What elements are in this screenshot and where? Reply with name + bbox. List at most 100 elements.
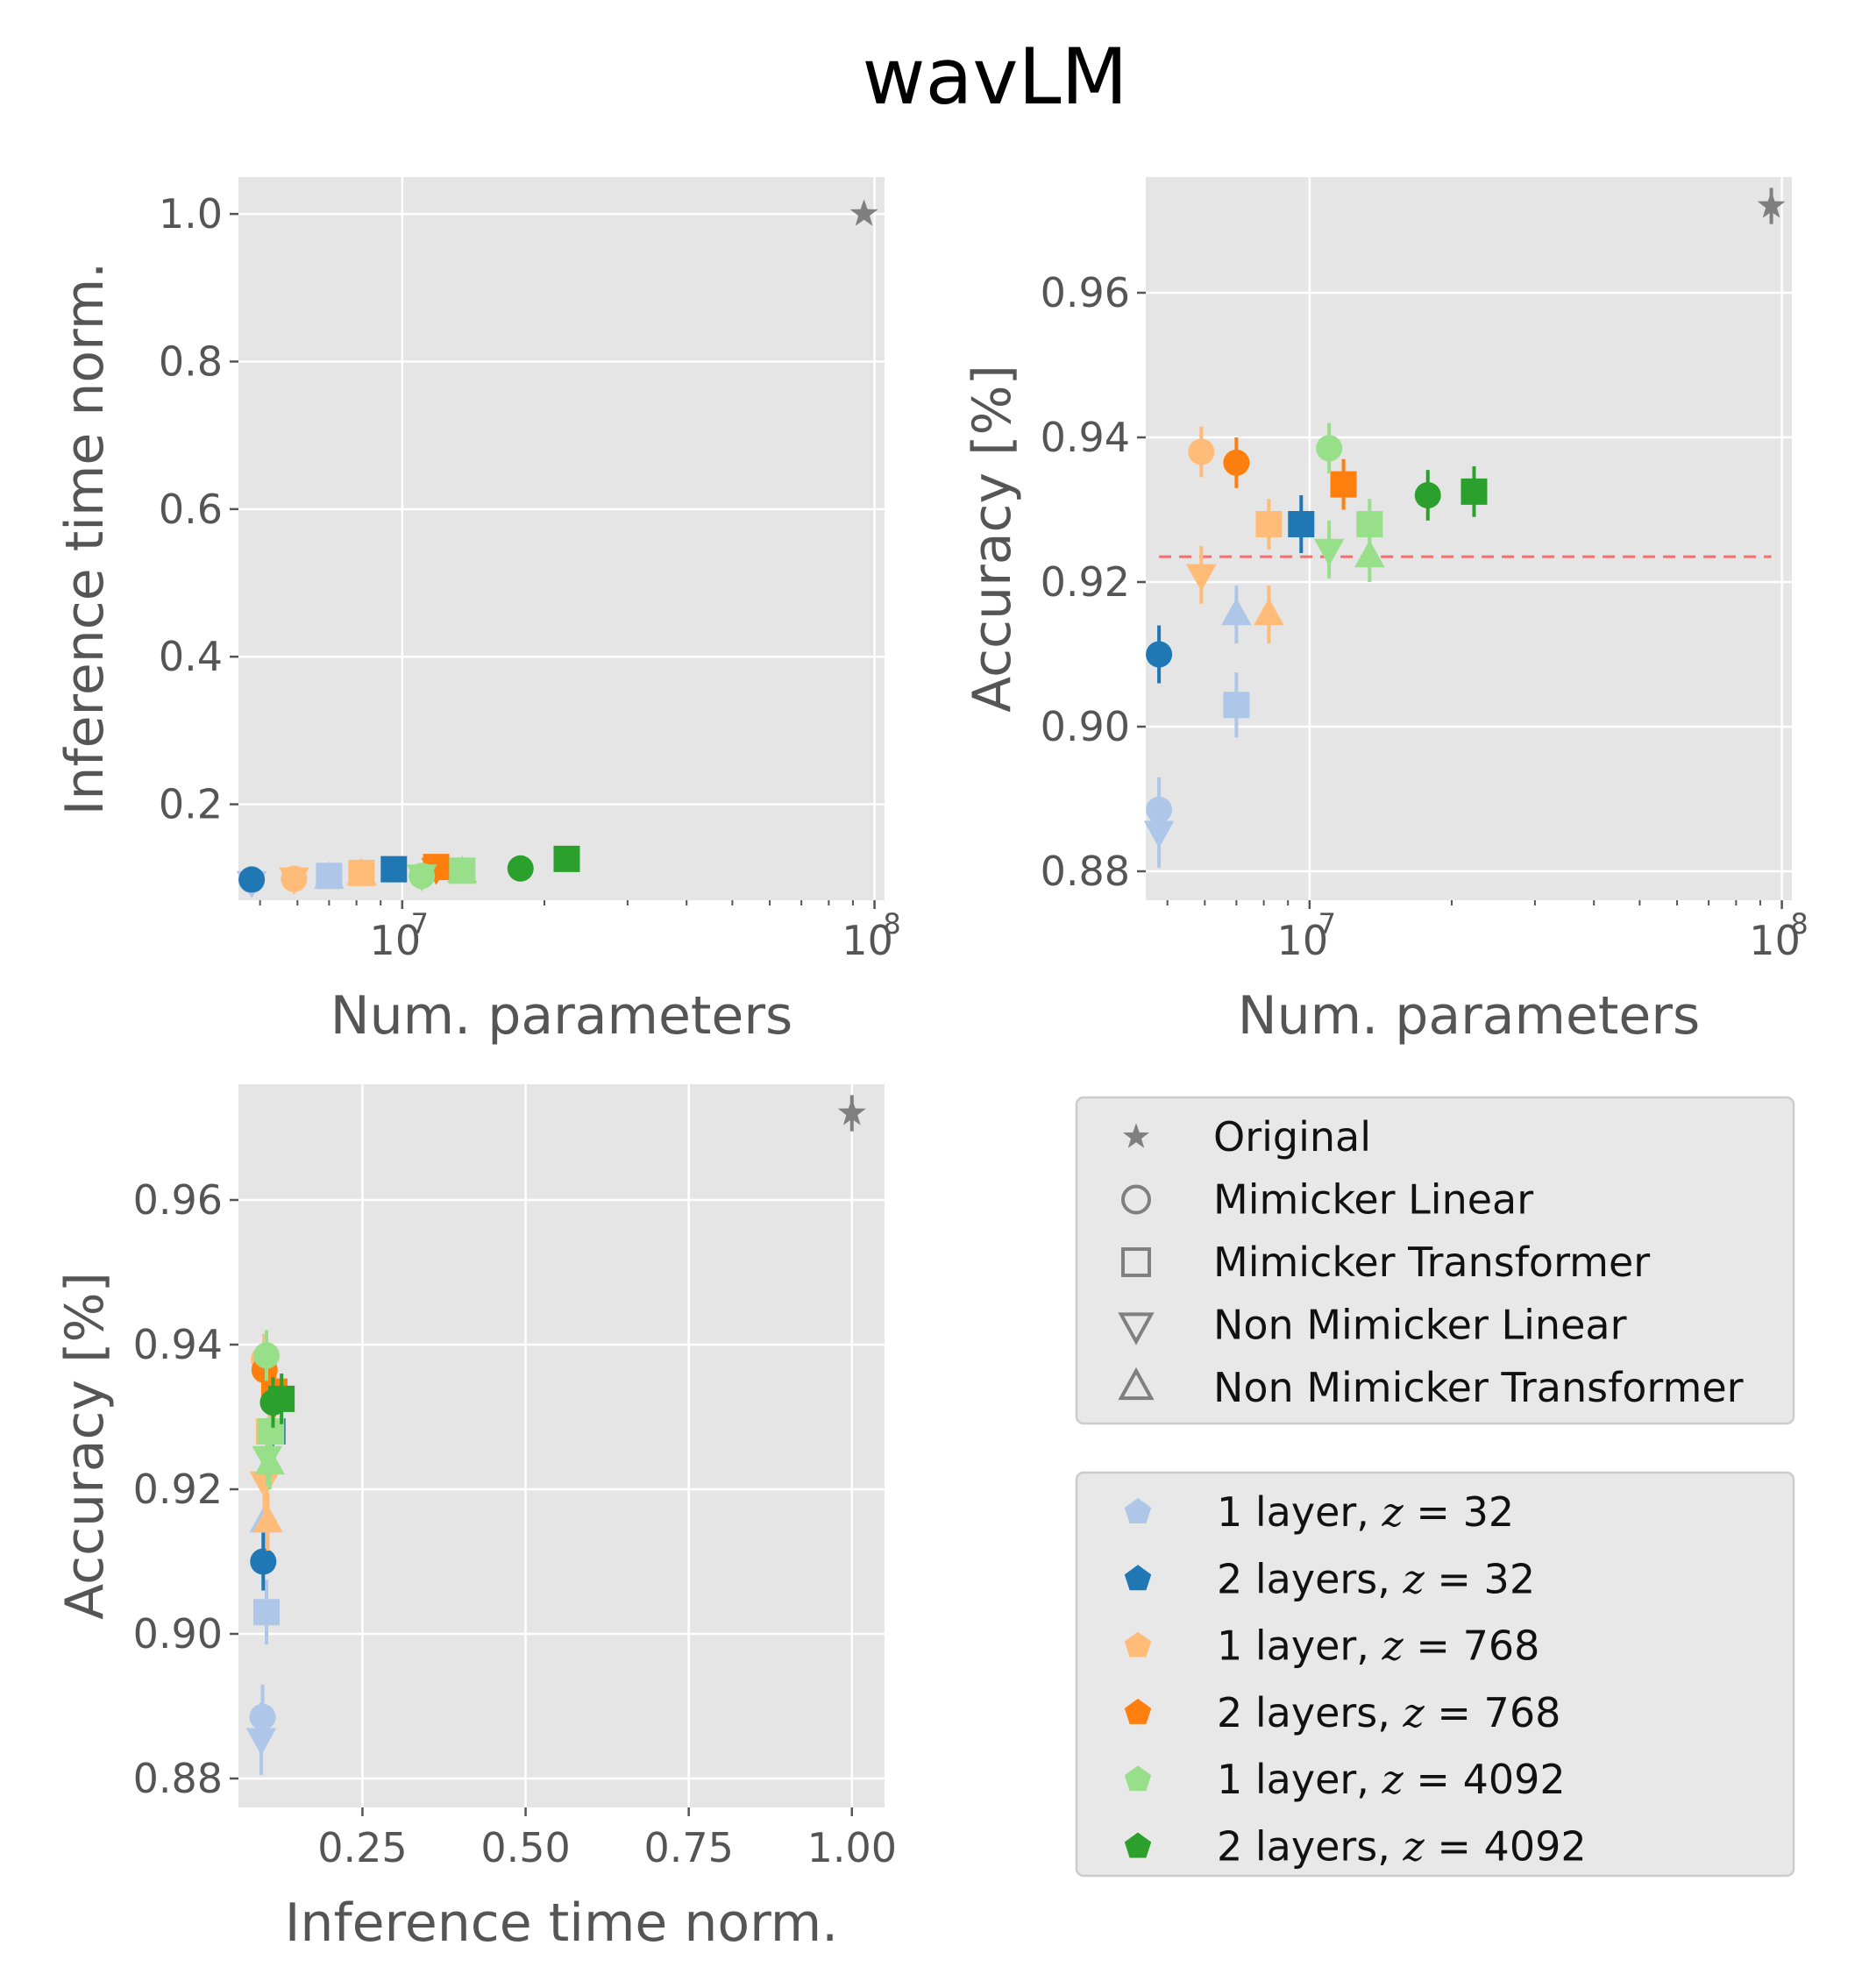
legend-label: Non Mimicker Linear bbox=[1213, 1302, 1627, 1349]
legend-label: Original bbox=[1213, 1113, 1371, 1161]
data-point-triangle-up bbox=[252, 1505, 283, 1533]
legend-marker-types: Original Mimicker Linear Mimicker Transfor… bbox=[1075, 1096, 1795, 1425]
legend-marker-pentagon bbox=[1124, 1631, 1152, 1658]
legend-marker-square bbox=[1121, 1247, 1151, 1277]
legend-label-value: = 32 bbox=[1404, 1488, 1514, 1536]
x-tick-exponent: 8 bbox=[1790, 907, 1808, 941]
data-point-triangle-down bbox=[1186, 564, 1217, 592]
legend-label-value: = 768 bbox=[1404, 1622, 1540, 1670]
legend-label-variable: z bbox=[1382, 1488, 1404, 1536]
legend-label: 2 layers, z = 768 bbox=[1217, 1689, 1560, 1736]
legend-marker-pentagon bbox=[1124, 1565, 1152, 1591]
data-point-triangle-down bbox=[1143, 820, 1175, 848]
legend-marker-pentagon bbox=[1124, 1765, 1152, 1792]
x-tick-label: 10 bbox=[842, 917, 893, 964]
legend-label-value: = 4092 bbox=[1425, 1823, 1587, 1871]
x-tick-label: 0.75 bbox=[643, 1824, 733, 1871]
x-tick-label: 10 bbox=[370, 917, 422, 964]
legend-label-value: = 768 bbox=[1425, 1689, 1561, 1736]
y-tick-label: 0.96 bbox=[133, 1176, 223, 1224]
plot-area bbox=[238, 1084, 885, 1807]
legend-label: 2 layers, z = 32 bbox=[1217, 1555, 1535, 1602]
legend-label: Mimicker Linear bbox=[1213, 1176, 1533, 1224]
data-point-square bbox=[348, 859, 375, 886]
data-point-circle bbox=[1316, 435, 1343, 462]
legend-label: Non Mimicker Transformer bbox=[1213, 1364, 1744, 1411]
x-tick-exponent: 8 bbox=[883, 907, 900, 941]
data-point-star bbox=[1757, 191, 1786, 218]
data-point-circle bbox=[1223, 449, 1250, 476]
data-point-square bbox=[449, 857, 476, 884]
x-tick-label: 0.25 bbox=[317, 1824, 407, 1871]
data-point-circle bbox=[507, 855, 534, 882]
legend-marker-pentagon bbox=[1124, 1498, 1152, 1523]
legend-label-prefix: 1 layer, bbox=[1217, 1756, 1382, 1803]
chart-inference-time-vs-accuracy: 0.88 0.90 0.92 0.94 0.96 0.25 0.50 0.75 1.00 Infe… bbox=[54, 1084, 897, 1954]
legend-label: Mimicker Transformer bbox=[1213, 1239, 1650, 1286]
data-point-circle bbox=[250, 1548, 277, 1575]
data-point-square bbox=[1330, 471, 1357, 498]
data-point-star bbox=[837, 1098, 866, 1125]
legend-label-prefix: 2 layers, bbox=[1217, 1823, 1404, 1871]
x-tick-exponent: 7 bbox=[411, 907, 429, 941]
x-axis-label: Num. parameters bbox=[330, 985, 793, 1047]
legend-label-variable: z bbox=[1403, 1555, 1425, 1602]
data-point-square bbox=[380, 856, 408, 883]
legend-marker-triangle-down bbox=[1118, 1312, 1155, 1345]
data-point-circle bbox=[253, 1342, 281, 1369]
legend-label: 1 layer, z = 768 bbox=[1217, 1622, 1539, 1670]
data-point-circle bbox=[1146, 641, 1173, 668]
data-point-square bbox=[1223, 692, 1250, 719]
y-tick-label: 0.8 bbox=[159, 337, 223, 385]
data-point-square bbox=[1460, 478, 1488, 505]
y-tick-label: 0.88 bbox=[133, 1755, 223, 1802]
legend-label: 1 layer, z = 32 bbox=[1217, 1488, 1514, 1536]
x-axis-label: Num. parameters bbox=[1238, 985, 1701, 1047]
data-point-square bbox=[253, 1599, 281, 1626]
legend-label-prefix: 1 layer, bbox=[1217, 1622, 1382, 1670]
legend-label: 2 layers, z = 4092 bbox=[1217, 1823, 1587, 1871]
figure-title: wavLM bbox=[863, 32, 1128, 122]
x-tick-exponent: 7 bbox=[1318, 907, 1336, 941]
legend-label-variable: z bbox=[1382, 1622, 1404, 1670]
data-point-square bbox=[553, 845, 580, 872]
legend-label: 1 layer, z = 4092 bbox=[1217, 1756, 1566, 1803]
data-point-square bbox=[316, 863, 343, 890]
legend-marker-triangle-up bbox=[1118, 1367, 1155, 1401]
data-point-triangle-down bbox=[1313, 538, 1345, 566]
y-tick-label: 0.92 bbox=[1041, 558, 1130, 606]
y-tick-label: 0.94 bbox=[133, 1321, 223, 1368]
legend-marker-circle bbox=[1121, 1184, 1151, 1215]
data-point-triangle-up bbox=[254, 1447, 285, 1475]
x-tick-label: 0.50 bbox=[480, 1824, 570, 1871]
legend-label-variable: z bbox=[1382, 1756, 1404, 1803]
legend-label-prefix: 2 layers, bbox=[1217, 1555, 1404, 1602]
y-tick-label: 0.92 bbox=[133, 1466, 223, 1513]
data-point-star bbox=[849, 199, 878, 226]
y-tick-label: 0.90 bbox=[1041, 703, 1130, 750]
legend-label-variable: z bbox=[1403, 1689, 1425, 1736]
data-point-circle bbox=[1188, 438, 1215, 465]
data-point-triangle-down bbox=[245, 1728, 277, 1756]
legend-label-value: = 32 bbox=[1425, 1555, 1535, 1602]
plot-area bbox=[238, 177, 885, 900]
legend-configurations: 1 layer, z = 322 layers, z = 321 layer, … bbox=[1075, 1471, 1795, 1878]
legend-label-prefix: 2 layers, bbox=[1217, 1689, 1404, 1736]
data-point-circle bbox=[409, 863, 436, 890]
y-tick-label: 0.96 bbox=[1041, 269, 1130, 316]
y-axis-label: Accuracy [%] bbox=[54, 1272, 116, 1620]
data-point-square bbox=[268, 1385, 295, 1412]
y-tick-label: 0.90 bbox=[133, 1610, 223, 1658]
data-point-square bbox=[1255, 511, 1283, 537]
y-axis-label: Inference time norm. bbox=[54, 262, 116, 816]
x-tick-label: 1.00 bbox=[807, 1824, 897, 1871]
data-point-square bbox=[1288, 511, 1315, 537]
data-point-circle bbox=[238, 866, 266, 893]
y-tick-label: 0.4 bbox=[159, 633, 223, 680]
data-point-circle bbox=[1414, 482, 1441, 508]
x-axis-label: Inference time norm. bbox=[285, 1892, 839, 1954]
legend-marker-pentagon bbox=[1124, 1832, 1152, 1858]
